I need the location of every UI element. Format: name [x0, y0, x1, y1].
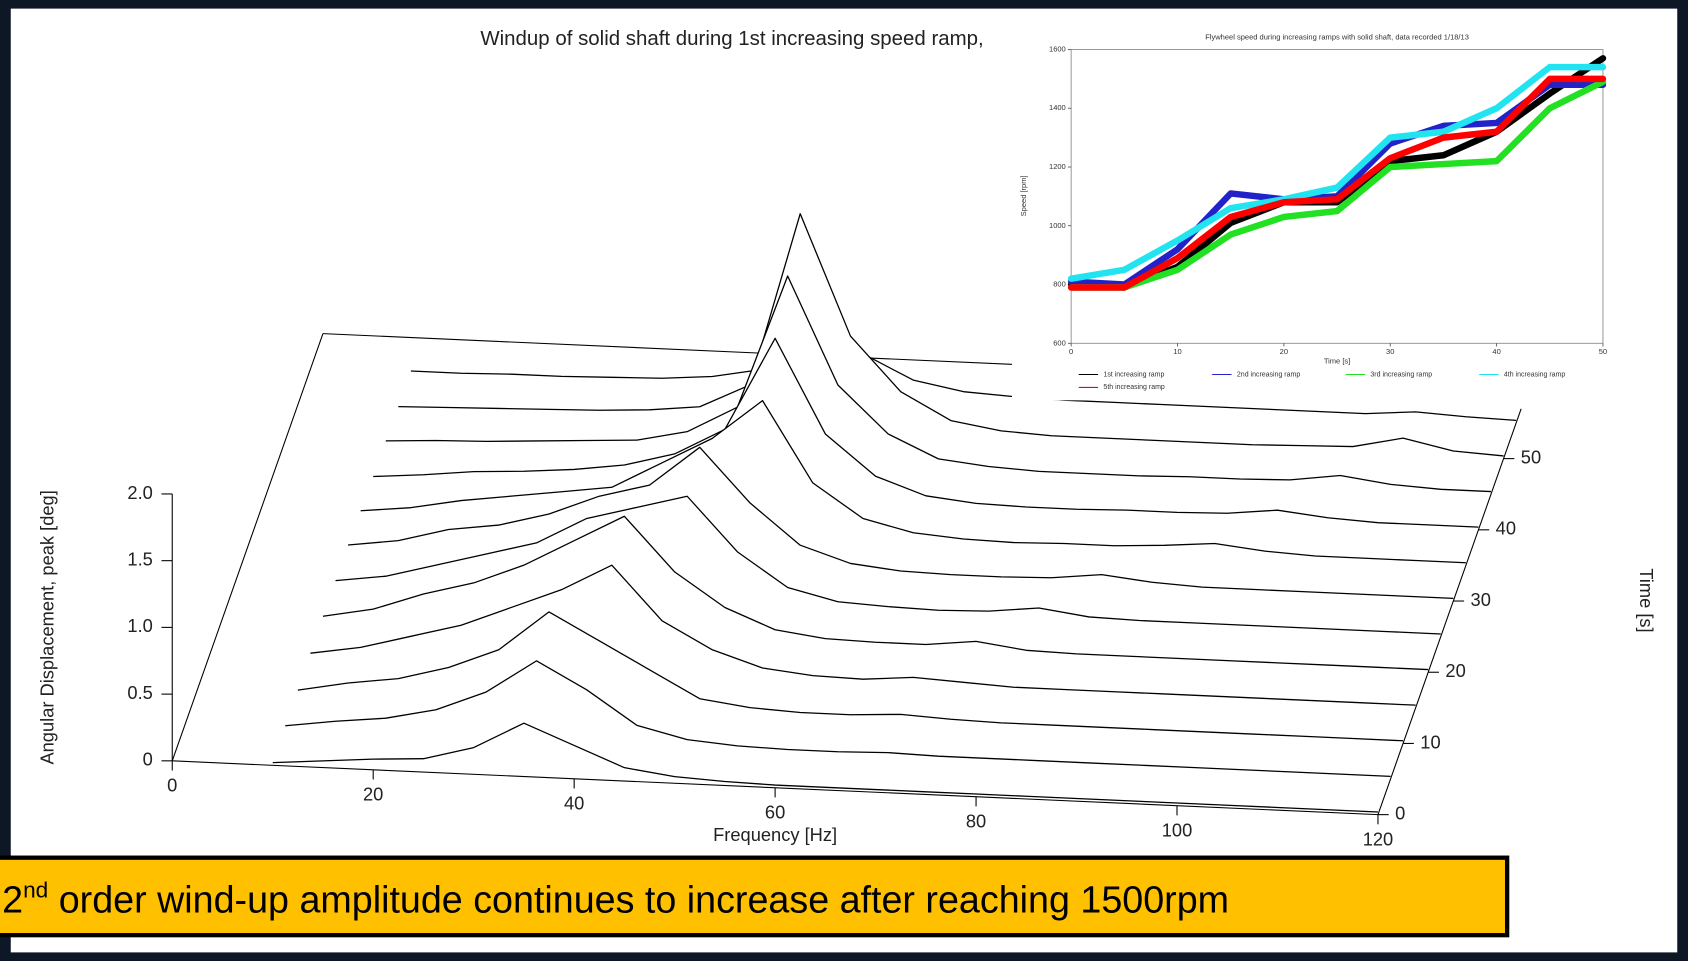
- speed-chart: 600 800 1000 1200 1400 1600 0 10 20 30 40 50 1st inc…: [1011, 23, 1617, 401]
- y-tick-label: 30: [1471, 589, 1491, 610]
- y-tick-label: 800: [1053, 280, 1066, 289]
- y-tick-label: 10: [1420, 731, 1440, 752]
- y-tick-label: 1600: [1049, 44, 1066, 53]
- x-tick-label: 80: [966, 810, 986, 831]
- legend-label: 5th increasing ramp: [1103, 384, 1164, 391]
- z-axis-title: Angular Displacement, peak [deg]: [36, 490, 57, 764]
- trace: [410, 337, 1517, 421]
- y-tick-label: 40: [1496, 518, 1516, 539]
- trace-fill: [310, 565, 1416, 708]
- plot-frame: [1070, 49, 1604, 344]
- floor-edge: [171, 333, 324, 762]
- trace: [322, 515, 1429, 671]
- x-tick-label: 60: [765, 801, 785, 822]
- x-tick-label: 120: [1363, 828, 1394, 849]
- x-tick-label: 20: [1280, 347, 1288, 356]
- chart-title: Flywheel speed during increasing ramps w…: [1205, 33, 1469, 42]
- chart-title: Windup of solid shaft during 1st increas…: [480, 27, 983, 50]
- caption-superscript: nd: [23, 878, 48, 903]
- x-tick-label: 10: [1173, 347, 1181, 356]
- x-axis-title: Frequency [Hz]: [713, 824, 837, 845]
- x-tick-label: 0: [1069, 347, 1073, 356]
- trace: [285, 660, 1391, 778]
- y-tick-label: 600: [1053, 338, 1066, 347]
- x-tick-label: 0: [167, 774, 177, 795]
- x-tick-label: 20: [363, 783, 383, 804]
- line-series: [1067, 63, 1607, 282]
- trace: [360, 399, 1466, 564]
- y-tick-label: 0: [1395, 802, 1405, 823]
- x-tick-label: 100: [1162, 819, 1193, 840]
- trace-fill: [385, 276, 1491, 495]
- trace: [335, 495, 1441, 635]
- legend-label: 4th increasing ramp: [1504, 371, 1565, 378]
- caption-box: [0, 855, 1510, 938]
- y-tick-label: 50: [1521, 446, 1541, 467]
- legend-label: 2nd increasing ramp: [1237, 371, 1300, 378]
- x-tick-label: 40: [1492, 347, 1500, 356]
- legend-label: 1st increasing ramp: [1103, 371, 1164, 378]
- y-tick-label: 1000: [1049, 221, 1066, 230]
- trace: [398, 213, 1504, 457]
- z-tick-label: 1.0: [127, 615, 152, 636]
- trace: [272, 722, 1378, 813]
- x-axis-title: Time [s]: [1324, 357, 1350, 366]
- trace: [297, 611, 1404, 742]
- y-axis-title: Time [s]: [1636, 568, 1657, 632]
- z-tick-label: 1.5: [127, 549, 152, 570]
- caption-number: 2: [2, 879, 23, 921]
- y-axis: [1377, 408, 1522, 815]
- z-tick-label: 0.5: [127, 682, 152, 703]
- y-axis-title: Speed [rpm]: [1019, 175, 1028, 216]
- z-tick-label: 2.0: [127, 482, 152, 503]
- trace-fill: [272, 723, 1378, 815]
- y-tick-label: 1200: [1049, 162, 1066, 171]
- trace: [385, 275, 1492, 493]
- waterfall-chart: 00.51.01.52.00 20 40 60 80 100 12001020304050F…: [36, 27, 1657, 849]
- x-tick-label: 30: [1386, 347, 1394, 356]
- line-series: [1067, 78, 1607, 291]
- caption: 2nd order wind-up amplitude continues to…: [2, 878, 1229, 921]
- trace-fill: [285, 660, 1391, 780]
- caption-text: order wind-up amplitude continues to inc…: [48, 879, 1229, 921]
- z-tick-label: 0: [143, 749, 153, 770]
- x-tick-label: 40: [564, 792, 584, 813]
- trace: [373, 337, 1479, 528]
- y-tick-label: 1400: [1049, 103, 1066, 112]
- trace: [348, 446, 1454, 600]
- trace-fill: [410, 338, 1517, 424]
- x-tick-label: 50: [1599, 347, 1607, 356]
- trace-fill: [297, 611, 1404, 744]
- y-tick-label: 20: [1445, 660, 1465, 681]
- legend-label: 3rd increasing ramp: [1370, 371, 1432, 378]
- line-series: [1067, 75, 1607, 291]
- trace: [310, 564, 1416, 706]
